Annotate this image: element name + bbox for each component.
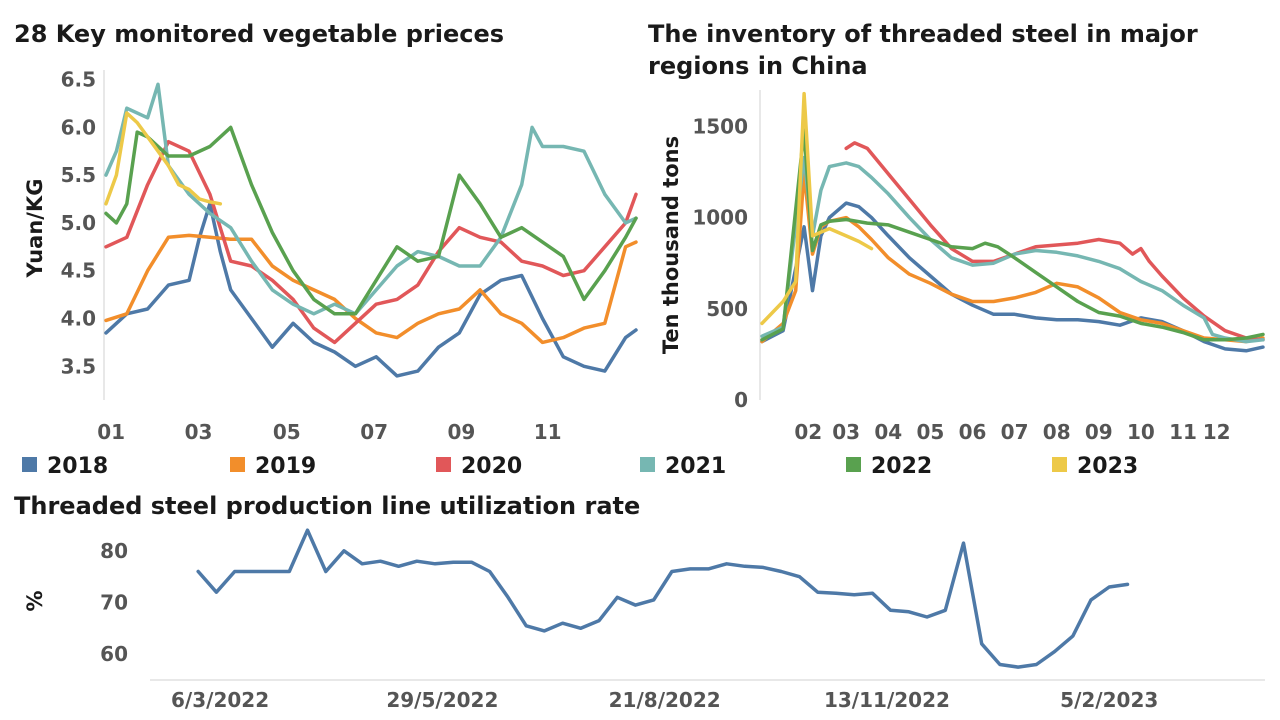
y-tick-label: 1000 bbox=[692, 206, 748, 230]
legend-label-2020: 2020 bbox=[461, 454, 522, 479]
y-tick-label: 1500 bbox=[692, 114, 748, 138]
legend-label-2018: 2018 bbox=[47, 454, 108, 479]
y-axis-label: Ten thousand tons bbox=[659, 136, 683, 354]
y-tick-label: 3.5 bbox=[61, 354, 96, 378]
x-tick-label: 05 bbox=[273, 420, 301, 444]
x-tick-label: 07 bbox=[360, 420, 388, 444]
series-line-utilization bbox=[196, 528, 1130, 669]
x-tick-label: 06 bbox=[959, 420, 987, 444]
y-tick-label: 60 bbox=[100, 642, 128, 666]
y-tick-label: 6.5 bbox=[61, 68, 96, 92]
legend-label-2023: 2023 bbox=[1077, 454, 1138, 479]
legend-label-2019: 2019 bbox=[255, 454, 316, 479]
x-tick-label: 6/3/2022 bbox=[171, 688, 269, 712]
series-line-2019 bbox=[104, 233, 638, 345]
legend-swatch-2020 bbox=[436, 457, 451, 472]
x-tick-label: 21/8/2022 bbox=[609, 688, 721, 712]
series-line-2021 bbox=[760, 155, 1265, 344]
series-line-2020 bbox=[104, 139, 638, 345]
chart2-title: The inventory of threaded steel in major… bbox=[648, 20, 1198, 80]
x-tick-label: 11 bbox=[1169, 420, 1197, 444]
y-tick-label: 5.5 bbox=[61, 163, 96, 187]
x-tick-label: 13/11/2022 bbox=[824, 688, 950, 712]
legend-swatch-2018 bbox=[22, 457, 37, 472]
y-tick-label: 500 bbox=[706, 297, 748, 321]
series-line-2023 bbox=[104, 111, 223, 206]
x-tick-label: 07 bbox=[1001, 420, 1029, 444]
series-line-2022 bbox=[104, 125, 638, 316]
x-tick-label: 09 bbox=[447, 420, 475, 444]
x-tick-label: 5/2/2023 bbox=[1060, 688, 1158, 712]
x-tick-label: 01 bbox=[97, 420, 125, 444]
legend-swatch-2021 bbox=[640, 457, 655, 472]
x-tick-label: 09 bbox=[1085, 420, 1113, 444]
legend-swatch-2019 bbox=[230, 457, 245, 472]
x-tick-label: 10 bbox=[1127, 420, 1155, 444]
chart3-title: Threaded steel production line utilizati… bbox=[14, 492, 641, 520]
y-axis-label: Yuan/KG bbox=[23, 179, 47, 279]
x-tick-label: 12 bbox=[1203, 420, 1231, 444]
y-tick-label: 70 bbox=[100, 591, 128, 615]
x-tick-label: 05 bbox=[916, 420, 944, 444]
legend-swatch-2022 bbox=[846, 457, 861, 472]
y-tick-label: 4.0 bbox=[61, 307, 96, 331]
x-tick-label: 08 bbox=[1043, 420, 1071, 444]
series-line-2022 bbox=[760, 128, 1265, 342]
y-tick-label: 80 bbox=[100, 539, 128, 563]
y-axis-label: % bbox=[23, 590, 47, 611]
series-line-2018 bbox=[104, 202, 638, 378]
x-tick-label: 02 bbox=[794, 420, 822, 444]
series-line-2018 bbox=[760, 201, 1265, 353]
series-line-2020 bbox=[844, 141, 1265, 342]
chart1-title: 28 Key monitored vegetable prieces bbox=[14, 20, 505, 48]
x-tick-label: 11 bbox=[534, 420, 562, 444]
legend-label-2021: 2021 bbox=[665, 454, 726, 479]
y-tick-label: 4.5 bbox=[61, 259, 96, 283]
legend-label-2022: 2022 bbox=[871, 454, 932, 479]
x-tick-label: 04 bbox=[874, 420, 902, 444]
x-tick-label: 29/5/2022 bbox=[386, 688, 498, 712]
x-tick-label: 03 bbox=[185, 420, 213, 444]
y-tick-label: 0 bbox=[734, 388, 748, 412]
legend-swatch-2023 bbox=[1052, 457, 1067, 472]
series-line-2023 bbox=[760, 91, 874, 326]
y-tick-label: 5.0 bbox=[61, 211, 96, 235]
x-tick-label: 03 bbox=[832, 420, 860, 444]
y-tick-label: 6.0 bbox=[61, 115, 96, 139]
